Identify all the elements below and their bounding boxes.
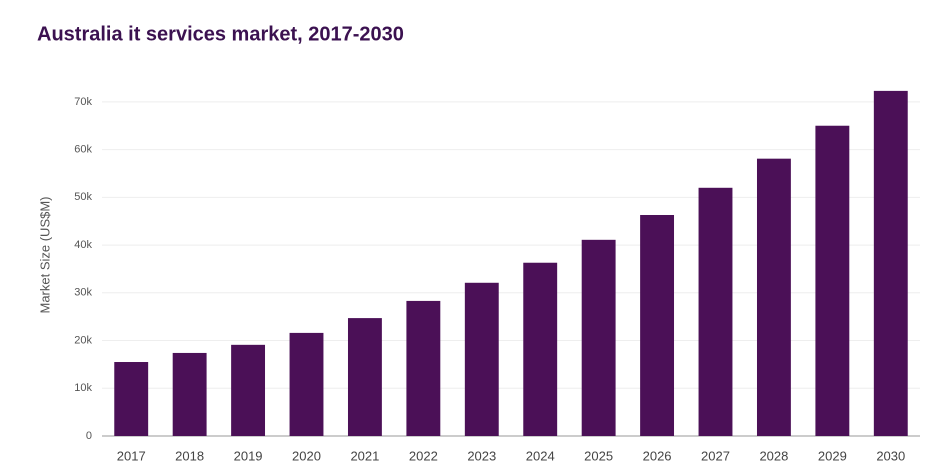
x-tick-label: 2017 bbox=[117, 448, 146, 463]
bar bbox=[464, 282, 499, 436]
bar bbox=[523, 262, 558, 436]
bar bbox=[406, 300, 441, 436]
x-tick-label: 2028 bbox=[759, 448, 788, 463]
y-axis-label: Market Size (US$M) bbox=[37, 196, 52, 313]
x-tick-label: 2029 bbox=[818, 448, 847, 463]
bar bbox=[347, 318, 382, 436]
x-tick-label: 2020 bbox=[292, 448, 321, 463]
x-tick-label: 2022 bbox=[409, 448, 438, 463]
bar bbox=[289, 332, 324, 436]
x-tick-label: 2027 bbox=[701, 448, 730, 463]
bar bbox=[231, 344, 266, 436]
bar bbox=[114, 362, 149, 436]
y-tick-label: 60k bbox=[74, 144, 92, 156]
y-tick-label: 20k bbox=[74, 334, 92, 346]
chart-title: Australia it services market, 2017-2030 bbox=[37, 23, 404, 45]
x-tick-label: 2019 bbox=[234, 448, 263, 463]
y-tick-label: 40k bbox=[74, 239, 92, 251]
bar bbox=[698, 187, 733, 436]
x-tick-label: 2030 bbox=[876, 448, 905, 463]
y-tick-label: 30k bbox=[74, 287, 92, 299]
x-tick-label: 2018 bbox=[175, 448, 204, 463]
y-tick-label: 10k bbox=[74, 382, 92, 394]
y-tick-label: 50k bbox=[74, 191, 92, 203]
x-tick-label: 2024 bbox=[526, 448, 555, 463]
x-tick-label: 2023 bbox=[467, 448, 496, 463]
x-tick-label: 2025 bbox=[584, 448, 613, 463]
bar bbox=[581, 239, 616, 436]
bar bbox=[640, 214, 675, 436]
y-tick-label: 0 bbox=[86, 430, 92, 442]
bar bbox=[756, 158, 791, 437]
y-tick-label: 70k bbox=[74, 96, 92, 108]
bar bbox=[172, 352, 207, 436]
bar bbox=[815, 125, 850, 436]
x-tick-label: 2021 bbox=[350, 448, 379, 463]
bar bbox=[873, 90, 908, 436]
x-tick-label: 2026 bbox=[643, 448, 672, 463]
